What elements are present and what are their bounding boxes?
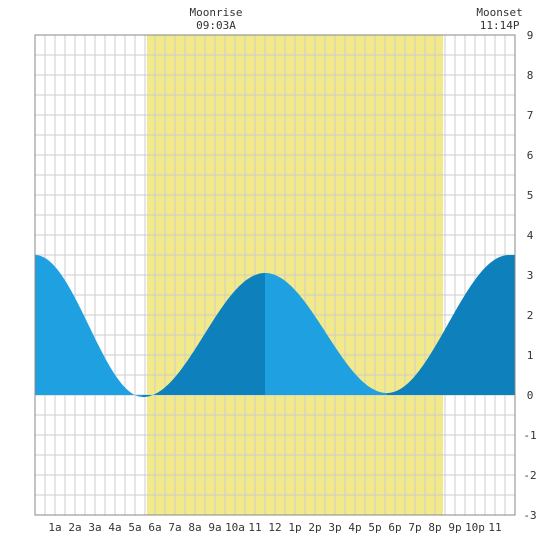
x-tick-label: 3a	[88, 521, 101, 534]
x-tick-label: 9a	[208, 521, 221, 534]
x-tick-label: 10p	[465, 521, 485, 534]
y-tick-label: -3	[523, 509, 536, 522]
y-tick-label: 6	[527, 149, 534, 162]
tide-rising-area	[143, 273, 265, 397]
y-tick-label: 5	[527, 189, 534, 202]
x-tick-label: 2p	[308, 521, 321, 534]
y-tick-label: 4	[527, 229, 534, 242]
x-tick-label: 3p	[328, 521, 341, 534]
plot-frame	[34, 34, 516, 516]
x-tick-label: 11	[488, 521, 501, 534]
y-tick-label: 0	[527, 389, 534, 402]
chart-grid	[35, 35, 515, 515]
moonrise-label: Moonrise	[190, 6, 243, 19]
y-tick-label: 1	[527, 349, 534, 362]
x-tick-label: 1p	[288, 521, 301, 534]
x-tick-label: 5a	[128, 521, 141, 534]
x-tick-label: 7p	[408, 521, 421, 534]
moonrise-time: 09:03A	[196, 19, 236, 32]
x-tick-label: 7a	[168, 521, 181, 534]
x-tick-label: 12	[268, 521, 281, 534]
y-tick-label: -1	[523, 429, 536, 442]
x-tick-label: 8p	[428, 521, 441, 534]
tide-rising-area	[509, 255, 515, 395]
x-tick-label: 11	[248, 521, 261, 534]
y-tick-label: 3	[527, 269, 534, 282]
x-tick-label: 4p	[348, 521, 361, 534]
x-tick-label: 2a	[68, 521, 81, 534]
y-tick-label: 9	[527, 29, 534, 42]
y-tick-label: -2	[523, 469, 536, 482]
tide-falling-area	[265, 273, 387, 395]
x-tick-label: 6p	[388, 521, 401, 534]
y-tick-label: 2	[527, 309, 534, 322]
x-tick-label: 4a	[108, 521, 121, 534]
moonset-label: Moonset	[476, 6, 522, 19]
x-tick-label: 10a	[225, 521, 245, 534]
x-tick-label: 1a	[48, 521, 61, 534]
y-tick-label: 8	[527, 69, 534, 82]
x-tick-label: 9p	[448, 521, 461, 534]
x-tick-label: 5p	[368, 521, 381, 534]
tide-rising-area	[387, 255, 509, 395]
moonset-time: 11:14P	[480, 19, 520, 32]
tide-falling-area	[35, 255, 143, 397]
x-tick-label: 6a	[148, 521, 161, 534]
y-tick-label: 7	[527, 109, 534, 122]
tide-area	[35, 255, 515, 397]
x-tick-label: 8a	[188, 521, 201, 534]
